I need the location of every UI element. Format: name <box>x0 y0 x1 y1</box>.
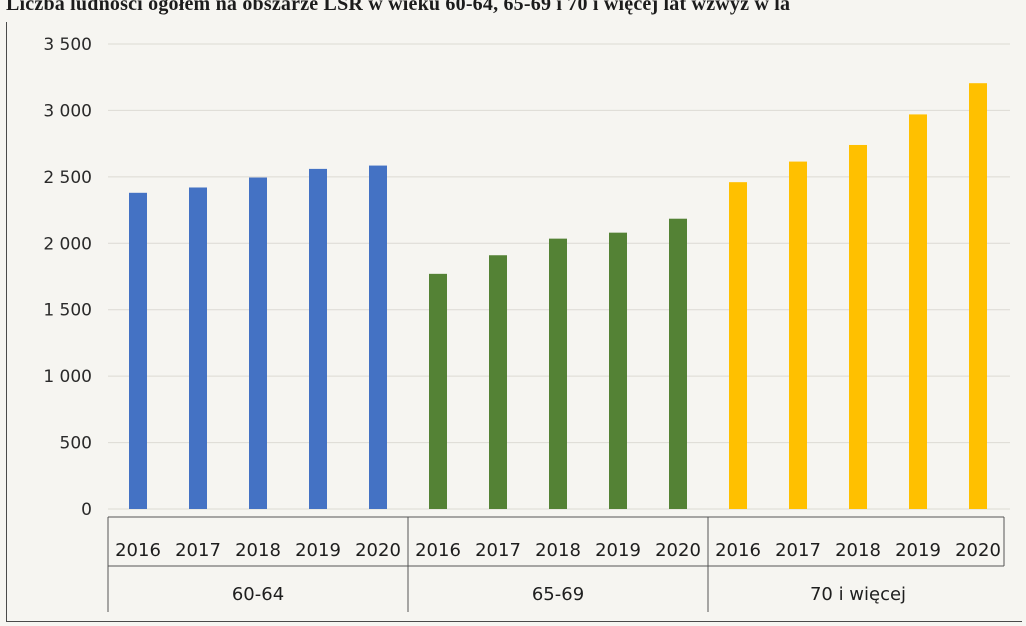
bar <box>909 114 927 510</box>
bar <box>369 165 387 510</box>
bar <box>669 218 687 509</box>
chart-frame <box>6 22 1022 622</box>
bar <box>429 273 447 509</box>
x-tick-label: 2016 <box>415 540 461 561</box>
x-tick-label: 2016 <box>115 540 161 561</box>
y-tick-label: 2 500 <box>43 168 92 188</box>
bar <box>729 182 747 509</box>
x-tick-label: 2020 <box>955 540 1001 561</box>
bar <box>549 238 567 509</box>
x-tick-label: 2017 <box>175 540 221 561</box>
group-label: 60-64 <box>232 584 284 605</box>
x-tick-label: 2017 <box>475 540 521 561</box>
x-tick-label: 2019 <box>595 540 641 561</box>
y-tick-label: 1 000 <box>43 367 92 387</box>
x-tick-label: 2018 <box>235 540 281 561</box>
x-tick-label: 2018 <box>835 540 881 561</box>
y-tick-label: 0 <box>81 500 92 520</box>
bar <box>189 187 207 509</box>
bar <box>249 177 267 509</box>
bar <box>849 144 867 509</box>
group-label: 65-69 <box>532 584 584 605</box>
bar <box>129 192 147 510</box>
x-tick-label: 2019 <box>895 540 941 561</box>
y-tick-label: 500 <box>60 434 92 454</box>
chart-title: Liczba ludności ogółem na obszarze LSR w… <box>6 0 791 15</box>
x-tick-label: 2020 <box>355 540 401 561</box>
x-tick-label: 2020 <box>655 540 701 561</box>
y-tick-label: 3 500 <box>43 35 92 55</box>
y-tick-label: 1 500 <box>43 301 92 321</box>
bar <box>609 232 627 509</box>
x-tick-label: 2018 <box>535 540 581 561</box>
bar <box>969 83 987 509</box>
bar <box>309 168 327 509</box>
bar <box>789 161 807 510</box>
x-tick-label: 2016 <box>715 540 761 561</box>
bar <box>489 255 507 509</box>
x-tick-label: 2019 <box>295 540 341 561</box>
y-tick-label: 2 000 <box>43 234 92 254</box>
x-tick-label: 2017 <box>775 540 821 561</box>
y-tick-label: 3 000 <box>43 101 92 121</box>
group-label: 70 i więcej <box>810 584 906 605</box>
